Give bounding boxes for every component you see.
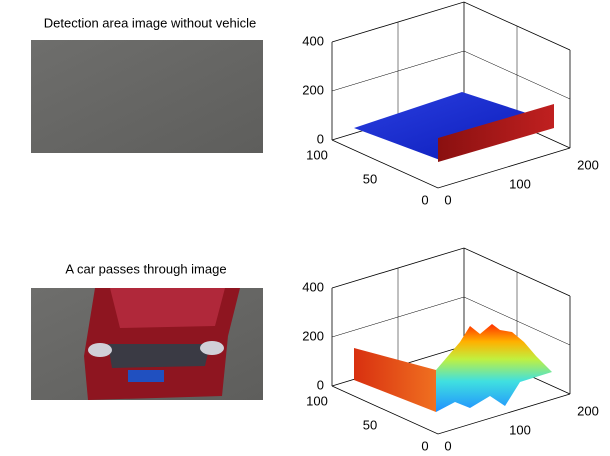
y-tick-label: 50 [363,417,377,432]
x-tick-label: 200 [577,157,599,172]
z-tick-label: 0 [317,131,324,146]
y-tick-label: 50 [363,171,377,186]
z-tick-label: 0 [317,377,324,392]
panel: A car passes through image 400 200 0 [31,248,599,453]
figure: Detection area image without vehicle 400… [0,0,610,456]
image [31,40,263,153]
x-tick-label: 0 [444,438,451,453]
y-tick-label: 100 [306,393,328,408]
surface-plot: 400 200 0 100 50 0 0 100 200 [302,248,599,453]
x-tick-label: 0 [444,192,451,207]
z-tick-label: 400 [302,33,324,48]
x-tick-label: 100 [509,176,531,191]
panel-title: A car passes through image [65,261,226,276]
x-tick-label: 100 [509,422,531,437]
surface-plot: 400 200 0 100 50 0 0 100 200 [302,2,599,207]
surface [436,324,552,412]
surface-wall [354,348,436,412]
panel-title: Detection area image without vehicle [44,15,256,30]
y-tick-label: 100 [306,147,328,162]
panel: Detection area image without vehicle 400… [31,2,599,207]
z-tick-label: 400 [302,279,324,294]
image [31,288,263,400]
z-tick-label: 200 [302,328,324,343]
y-tick-label: 0 [421,438,428,453]
z-tick-label: 200 [302,82,324,97]
x-tick-label: 200 [577,403,599,418]
y-tick-label: 0 [421,192,428,207]
